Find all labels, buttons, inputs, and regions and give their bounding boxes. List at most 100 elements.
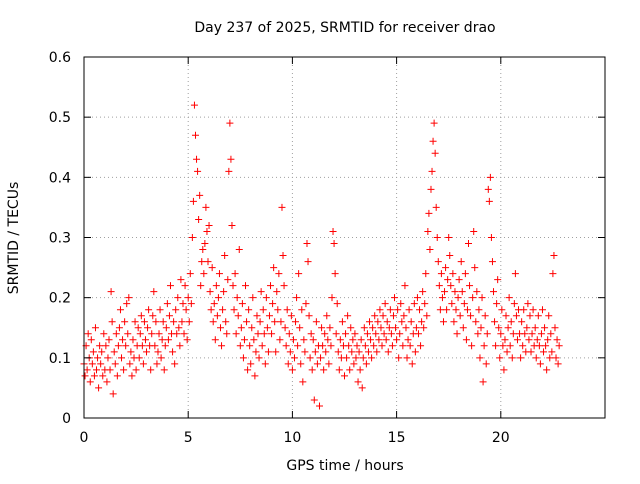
data-point: [239, 354, 247, 362]
data-point: [377, 324, 385, 332]
data-point: [178, 318, 186, 326]
data-point: [330, 240, 338, 248]
data-point: [461, 270, 469, 278]
data-point: [170, 318, 178, 326]
data-point: [493, 300, 501, 308]
data-point: [147, 366, 155, 374]
data-point: [236, 342, 244, 350]
data-point: [156, 306, 164, 314]
data-point: [149, 312, 157, 320]
data-point: [221, 252, 229, 260]
data-point: [143, 348, 151, 356]
data-point: [268, 330, 276, 338]
data-point: [151, 342, 159, 350]
data-point: [217, 324, 225, 332]
data-point: [206, 288, 214, 296]
data-point: [439, 318, 447, 326]
data-point: [464, 240, 472, 248]
data-point: [226, 119, 234, 127]
data-point: [506, 342, 514, 350]
data-point: [425, 209, 433, 217]
data-point: [469, 294, 477, 302]
data-point: [428, 167, 436, 175]
data-point: [512, 312, 520, 320]
data-point: [476, 354, 484, 362]
data-point: [431, 149, 439, 157]
data-point: [308, 366, 316, 374]
data-point: [455, 276, 463, 284]
data-point: [140, 318, 148, 326]
chart-title: Day 237 of 2025, SRMTID for receiver dra…: [194, 20, 495, 36]
data-point: [111, 360, 119, 368]
data-point: [188, 234, 196, 241]
data-point: [396, 330, 404, 338]
data-point: [160, 366, 168, 374]
data-point: [212, 282, 220, 290]
data-point: [467, 312, 475, 320]
data-point: [471, 264, 479, 272]
data-point: [138, 342, 146, 350]
data-point: [394, 306, 402, 314]
data-point: [505, 294, 513, 302]
data-point: [386, 306, 394, 314]
data-point: [549, 270, 557, 278]
data-point: [169, 348, 177, 356]
data-point: [325, 360, 333, 368]
data-point: [463, 306, 471, 314]
data-point: [462, 336, 470, 344]
data-point: [256, 318, 264, 326]
data-point: [513, 336, 521, 344]
x-axis-label: GPS time / hours: [286, 458, 403, 474]
data-point: [404, 336, 412, 344]
data-point: [139, 360, 147, 368]
data-point: [434, 258, 442, 266]
data-point: [483, 330, 491, 338]
data-point: [233, 294, 241, 302]
data-point: [524, 300, 532, 308]
data-point: [392, 324, 400, 332]
data-point: [83, 366, 91, 374]
data-point: [219, 306, 227, 314]
data-point: [81, 372, 89, 380]
data-point: [397, 300, 405, 308]
data-point: [257, 288, 265, 296]
data-point: [333, 300, 341, 308]
data-point: [521, 330, 529, 338]
data-point: [443, 306, 451, 314]
data-point: [537, 330, 545, 338]
data-point: [198, 258, 206, 266]
data-point: [544, 336, 552, 344]
data-point: [116, 306, 124, 314]
data-point: [474, 330, 482, 338]
data-point: [470, 227, 478, 235]
data-point: [353, 342, 361, 350]
data-point: [387, 330, 395, 338]
data-point: [416, 306, 424, 314]
data-point: [218, 342, 226, 350]
data-point: [408, 360, 416, 368]
data-point: [478, 294, 486, 302]
data-point: [479, 378, 487, 386]
data-point: [153, 360, 161, 368]
data-point: [435, 282, 443, 290]
data-point: [509, 330, 517, 338]
data-point: [484, 185, 492, 193]
data-point: [252, 348, 260, 356]
data-point: [242, 282, 250, 290]
data-point: [371, 312, 379, 320]
data-point: [284, 360, 292, 368]
data-point: [269, 300, 277, 308]
data-point: [246, 342, 254, 350]
data-point: [319, 342, 327, 350]
data-point: [459, 324, 467, 332]
data-point: [249, 294, 257, 302]
data-point: [135, 354, 143, 362]
data-point: [303, 240, 311, 248]
data-point: [107, 288, 115, 296]
data-point: [358, 384, 366, 392]
data-point: [159, 318, 167, 326]
data-point: [215, 270, 223, 278]
data-point: [227, 155, 235, 163]
